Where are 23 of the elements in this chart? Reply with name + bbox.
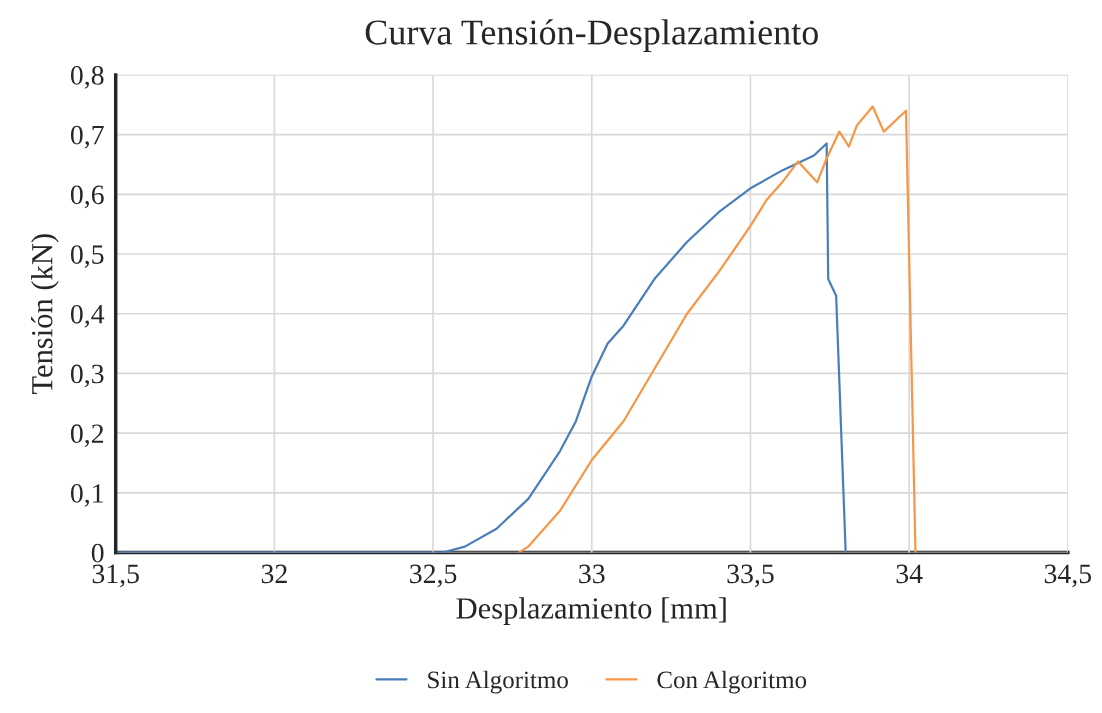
y-tick-label: 0,4 (70, 304, 105, 328)
y-axis-title: Tensión (kN) (31, 234, 59, 394)
legend-label: Con Algoritmo (657, 670, 807, 694)
x-tick-label: 34 (896, 564, 923, 584)
x-tick-label: 33,5 (727, 564, 774, 588)
x-tick-label: 33 (579, 564, 605, 584)
y-tick-label: 0,1 (70, 484, 103, 507)
x-tick-label: 31,5 (92, 564, 139, 588)
chart-title: Curva Tensión-Desplazamiento (365, 19, 818, 52)
x-tick-label: 34,5 (1044, 564, 1092, 588)
x-tick-label: 32 (261, 564, 287, 584)
y-tick-label: 0,3 (70, 364, 104, 388)
y-tick-label: 0,7 (70, 125, 104, 149)
y-tick-label: 0,8 (70, 66, 104, 89)
y-tick-label: 0 (91, 543, 104, 563)
line-series (517, 105, 917, 553)
y-tick-label: 0,2 (70, 424, 104, 448)
y-tick-label: 0,6 (70, 185, 104, 209)
legend-label: Sin Algoritmo (428, 670, 568, 694)
x-tick-label: 32,5 (410, 564, 457, 588)
line-series (115, 142, 847, 553)
y-tick-label: 0,5 (70, 245, 104, 268)
x-axis-title: Desplazamiento [mm] (456, 597, 726, 625)
